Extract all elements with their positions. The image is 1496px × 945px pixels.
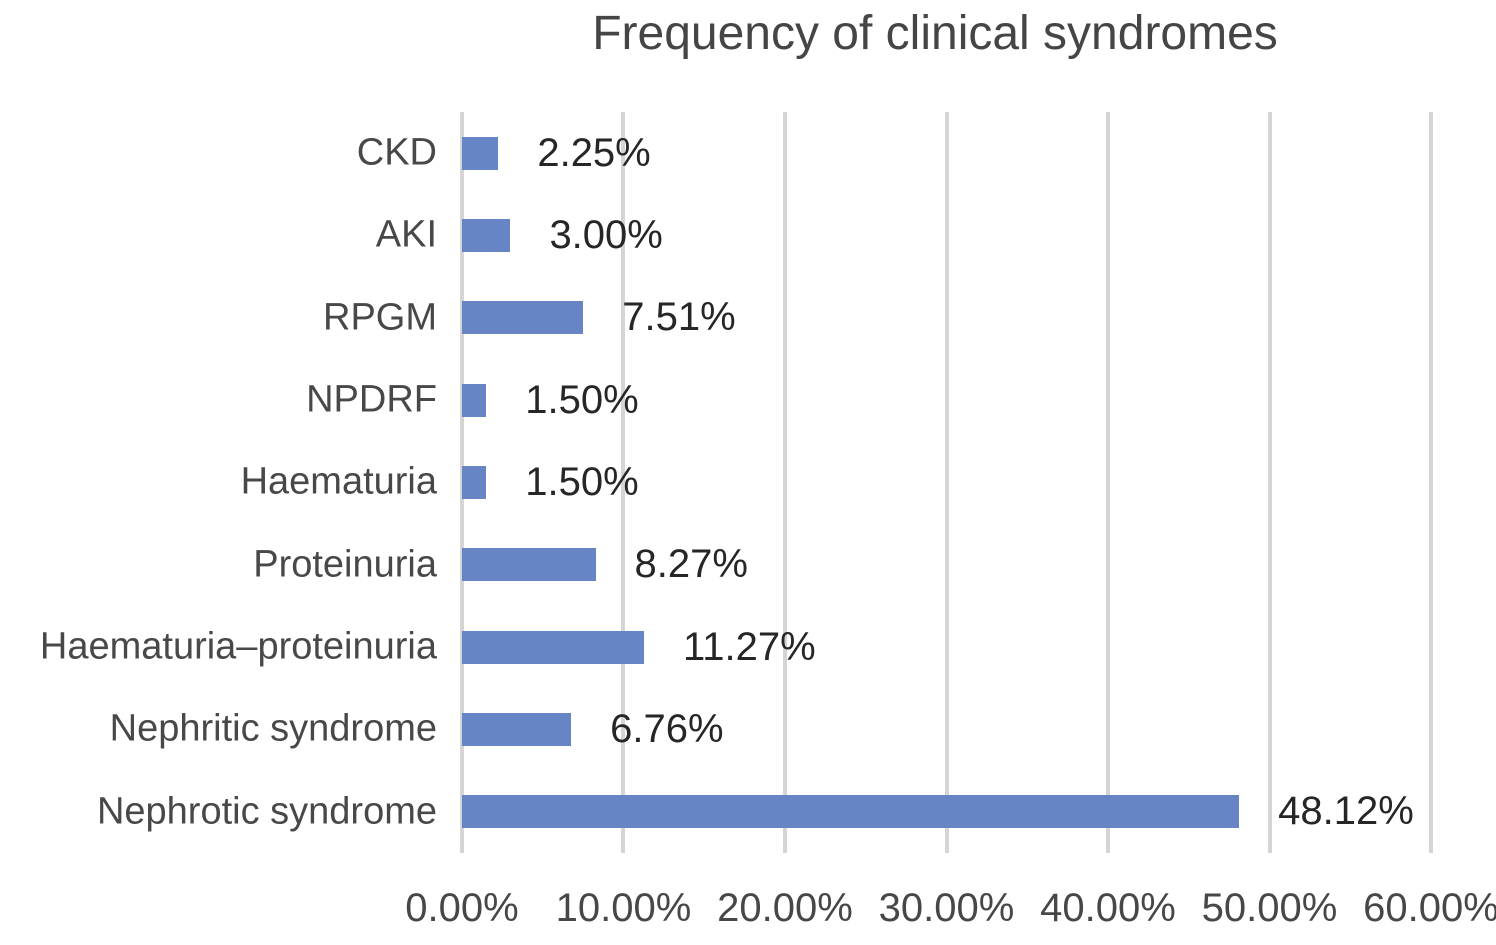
value-label: 2.25% bbox=[537, 130, 651, 175]
category-label: Proteinuria bbox=[253, 543, 437, 586]
value-label: 8.27% bbox=[634, 542, 748, 587]
value-label: 11.27% bbox=[683, 624, 816, 669]
gridline bbox=[1267, 112, 1272, 853]
x-tick-label: 10.00% bbox=[555, 886, 692, 930]
bar bbox=[462, 218, 511, 252]
gridline bbox=[1429, 112, 1433, 853]
category-label: AKI bbox=[375, 213, 437, 256]
bar bbox=[462, 465, 487, 499]
category-label: Nephritic syndrome bbox=[109, 707, 437, 750]
bar-row: AKI 3.00% bbox=[376, 194, 1431, 276]
bar-row: Haematuria–proteinuria 11.27% bbox=[40, 606, 1431, 688]
x-axis: 0.00% 10.00% 20.00% 30.00% 40.00% 50.00% 60.00… bbox=[405, 886, 1496, 938]
bar bbox=[462, 301, 584, 335]
value-label: 3.00% bbox=[549, 212, 663, 257]
bar bbox=[462, 136, 499, 170]
x-tick-label: 60.00% bbox=[1363, 886, 1496, 930]
bar-row: Proteinuria 8.27% bbox=[253, 524, 1431, 606]
value-label: 6.76% bbox=[610, 706, 724, 751]
bar-row: Haematuria 1.50% bbox=[241, 441, 1431, 523]
bar-row: CKD 2.25% bbox=[357, 112, 1431, 194]
bar bbox=[462, 548, 596, 582]
bar bbox=[462, 383, 487, 417]
category-label: CKD bbox=[356, 131, 437, 174]
gridline bbox=[1105, 112, 1110, 853]
category-label: Haematuria bbox=[240, 460, 437, 503]
x-tick-label: 30.00% bbox=[878, 886, 1015, 930]
value-label: 7.51% bbox=[622, 295, 736, 340]
gridline bbox=[621, 112, 626, 853]
x-tick-label: 40.00% bbox=[1040, 886, 1176, 930]
x-tick-label: 0.00% bbox=[405, 886, 519, 930]
bar-row: RPGM 7.51% bbox=[323, 277, 1431, 359]
bar-row: NPDRF 1.50% bbox=[306, 359, 1431, 441]
category-label: NPDRF bbox=[306, 378, 437, 421]
bar-row: Nephritic syndrome 6.76% bbox=[110, 688, 1431, 770]
x-tick-label: 50.00% bbox=[1201, 886, 1338, 930]
value-label: 1.50% bbox=[525, 459, 639, 504]
chart-title: Frequency of clinical syndromes bbox=[592, 7, 1278, 60]
value-label: 1.50% bbox=[525, 377, 639, 422]
category-label: Haematuria–proteinuria bbox=[39, 625, 437, 668]
bar-row: Nephrotic syndrome 48.12% bbox=[97, 771, 1431, 853]
gridline bbox=[782, 112, 787, 853]
bar bbox=[462, 712, 572, 746]
category-label: RPGM bbox=[323, 296, 437, 339]
plot-area: CKD 2.25% AKI 3.00% RPGM 7.51% NPDRF 1.50% Haema… bbox=[40, 112, 1433, 853]
x-tick-label: 20.00% bbox=[717, 886, 853, 930]
category-label: Nephrotic syndrome bbox=[96, 790, 437, 833]
gridline bbox=[944, 112, 949, 853]
bar bbox=[462, 630, 644, 664]
bar bbox=[462, 795, 1240, 829]
value-label: 48.12% bbox=[1278, 789, 1414, 834]
